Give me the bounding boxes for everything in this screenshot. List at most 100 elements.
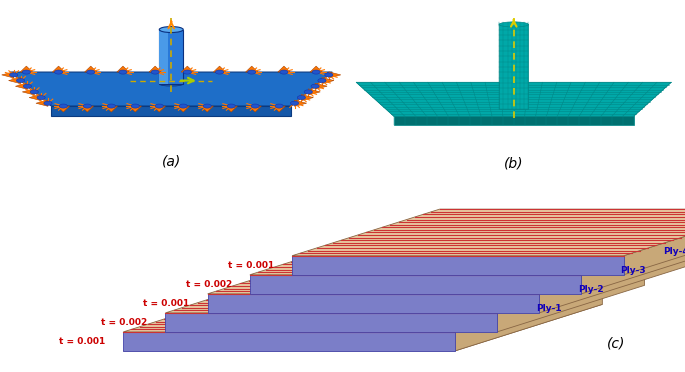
- Polygon shape: [455, 285, 602, 351]
- Polygon shape: [153, 106, 165, 112]
- Polygon shape: [1, 72, 14, 78]
- Text: t = 0.001: t = 0.001: [143, 299, 190, 308]
- Polygon shape: [21, 66, 33, 72]
- Polygon shape: [8, 77, 21, 84]
- Ellipse shape: [159, 26, 184, 32]
- Polygon shape: [123, 304, 602, 351]
- Circle shape: [84, 104, 92, 108]
- Circle shape: [304, 90, 312, 94]
- Polygon shape: [177, 106, 189, 112]
- Circle shape: [54, 70, 63, 74]
- Polygon shape: [208, 294, 539, 313]
- Polygon shape: [278, 66, 290, 72]
- Polygon shape: [292, 256, 623, 275]
- Polygon shape: [356, 82, 671, 116]
- Polygon shape: [308, 89, 320, 95]
- Polygon shape: [315, 83, 327, 89]
- Polygon shape: [201, 106, 214, 112]
- Polygon shape: [22, 89, 34, 95]
- Text: t = 0.001: t = 0.001: [227, 261, 274, 270]
- Circle shape: [10, 73, 18, 77]
- Text: t = 0.002: t = 0.002: [101, 318, 147, 327]
- Text: t = 0.002: t = 0.002: [186, 280, 232, 289]
- Ellipse shape: [499, 22, 528, 27]
- Circle shape: [119, 70, 127, 74]
- Polygon shape: [322, 77, 334, 84]
- Text: Ply-3: Ply-3: [621, 266, 646, 275]
- Polygon shape: [36, 100, 48, 106]
- Polygon shape: [52, 66, 64, 72]
- Text: Ply-4: Ply-4: [662, 247, 685, 256]
- Circle shape: [30, 90, 38, 94]
- Circle shape: [23, 84, 32, 88]
- Text: Ply-2: Ply-2: [578, 285, 604, 294]
- Polygon shape: [539, 247, 685, 313]
- Polygon shape: [58, 106, 69, 112]
- Polygon shape: [214, 66, 226, 72]
- Circle shape: [155, 104, 163, 108]
- Circle shape: [44, 101, 52, 105]
- Circle shape: [227, 104, 236, 108]
- Polygon shape: [301, 94, 313, 101]
- Circle shape: [131, 104, 140, 108]
- Circle shape: [107, 104, 115, 108]
- Text: t = 0.001: t = 0.001: [59, 337, 105, 346]
- Polygon shape: [292, 209, 685, 256]
- Polygon shape: [249, 106, 261, 112]
- Circle shape: [86, 70, 95, 74]
- Polygon shape: [81, 106, 93, 112]
- Circle shape: [325, 73, 333, 77]
- Circle shape: [16, 78, 25, 83]
- Polygon shape: [497, 266, 645, 332]
- Polygon shape: [116, 66, 129, 72]
- Polygon shape: [394, 116, 634, 125]
- Polygon shape: [225, 106, 237, 112]
- Circle shape: [37, 96, 45, 100]
- Polygon shape: [15, 83, 27, 89]
- Circle shape: [179, 104, 188, 108]
- Circle shape: [247, 70, 256, 74]
- Circle shape: [215, 70, 223, 74]
- Circle shape: [251, 104, 259, 108]
- Circle shape: [297, 96, 306, 100]
- Circle shape: [318, 78, 326, 83]
- Polygon shape: [250, 275, 582, 294]
- Polygon shape: [51, 106, 291, 116]
- Polygon shape: [273, 106, 285, 112]
- Text: (a): (a): [162, 155, 181, 169]
- Circle shape: [59, 104, 67, 108]
- Circle shape: [22, 70, 30, 74]
- Bar: [159, 29, 168, 84]
- Circle shape: [312, 70, 320, 74]
- Polygon shape: [329, 72, 341, 78]
- Text: (c): (c): [608, 337, 625, 351]
- Polygon shape: [123, 285, 602, 332]
- Circle shape: [279, 70, 288, 74]
- Circle shape: [290, 101, 299, 105]
- Polygon shape: [245, 66, 258, 72]
- Circle shape: [151, 70, 159, 74]
- Polygon shape: [166, 266, 645, 313]
- Ellipse shape: [159, 82, 184, 86]
- Circle shape: [311, 84, 319, 88]
- Polygon shape: [623, 209, 685, 275]
- Circle shape: [184, 70, 192, 74]
- Polygon shape: [295, 100, 307, 106]
- Polygon shape: [129, 106, 141, 112]
- Bar: [159, 29, 183, 84]
- Polygon shape: [123, 332, 455, 351]
- Polygon shape: [85, 66, 97, 72]
- Circle shape: [203, 104, 211, 108]
- Polygon shape: [29, 94, 41, 101]
- Polygon shape: [250, 228, 685, 275]
- Polygon shape: [149, 66, 162, 72]
- Text: (b): (b): [504, 157, 523, 171]
- Polygon shape: [582, 228, 685, 294]
- Polygon shape: [166, 313, 497, 332]
- Circle shape: [275, 104, 284, 108]
- Polygon shape: [208, 247, 685, 294]
- Polygon shape: [10, 72, 332, 106]
- Polygon shape: [181, 66, 194, 72]
- Polygon shape: [310, 66, 322, 72]
- Text: Ply-1: Ply-1: [536, 304, 562, 313]
